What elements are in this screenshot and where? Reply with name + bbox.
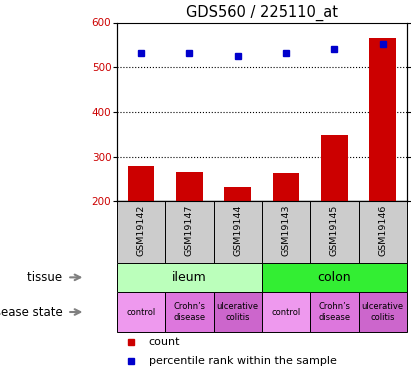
Bar xyxy=(310,201,358,263)
Bar xyxy=(262,201,310,263)
Text: GSM19146: GSM19146 xyxy=(378,204,387,256)
Bar xyxy=(117,201,165,263)
Bar xyxy=(214,201,262,263)
Bar xyxy=(128,166,155,201)
Bar xyxy=(224,187,251,201)
Bar xyxy=(358,292,407,332)
Text: ulcerative
colitis: ulcerative colitis xyxy=(362,302,404,322)
Text: ileum: ileum xyxy=(172,271,207,284)
Bar xyxy=(262,263,407,292)
Bar xyxy=(262,292,310,332)
Bar xyxy=(117,292,165,332)
Text: GSM19142: GSM19142 xyxy=(136,204,145,256)
Text: GSM19145: GSM19145 xyxy=(330,204,339,256)
Text: disease state: disease state xyxy=(0,306,66,318)
Bar xyxy=(369,38,396,201)
Bar xyxy=(310,292,358,332)
Text: count: count xyxy=(149,337,180,347)
Bar xyxy=(165,201,214,263)
Text: colon: colon xyxy=(318,271,351,284)
Text: control: control xyxy=(127,308,156,316)
Text: GSM19144: GSM19144 xyxy=(233,204,242,256)
Text: Crohn’s
disease: Crohn’s disease xyxy=(319,302,351,322)
Text: Crohn’s
disease: Crohn’s disease xyxy=(173,302,206,322)
Bar xyxy=(165,292,214,332)
Title: GDS560 / 225110_at: GDS560 / 225110_at xyxy=(186,5,338,21)
Text: tissue: tissue xyxy=(27,271,66,284)
Bar xyxy=(358,201,407,263)
Bar xyxy=(321,135,348,201)
Bar xyxy=(176,172,203,201)
Text: ulcerative
colitis: ulcerative colitis xyxy=(217,302,259,322)
Text: percentile rank within the sample: percentile rank within the sample xyxy=(149,357,337,366)
Text: control: control xyxy=(271,308,301,316)
Bar xyxy=(117,263,262,292)
Text: GSM19147: GSM19147 xyxy=(185,204,194,256)
Bar xyxy=(273,173,299,201)
Text: GSM19143: GSM19143 xyxy=(282,204,291,256)
Bar xyxy=(214,292,262,332)
